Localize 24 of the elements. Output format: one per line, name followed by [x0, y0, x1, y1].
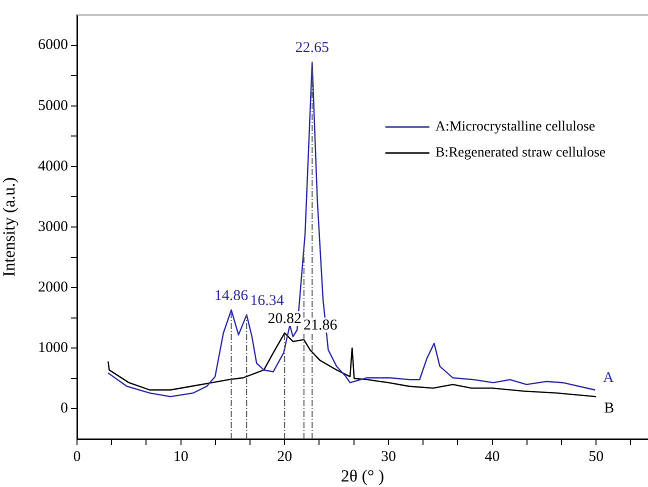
x-tick-label: 40	[484, 448, 500, 465]
y-tick-label: 2000	[38, 280, 68, 296]
y-tick-label: 3000	[38, 218, 68, 235]
y-tick-label: 4000	[38, 158, 68, 174]
annotation: B	[604, 400, 614, 417]
x-axis-title: 2θ (° )	[340, 466, 384, 486]
x-tick-label: 20	[277, 448, 292, 465]
y-axis-title: Intensity (a.u.)	[0, 177, 19, 277]
annotation: 22.65	[295, 40, 330, 56]
legend-label: B:Regenerated straw cellulose	[435, 146, 606, 161]
annotation: 14.86	[214, 288, 249, 304]
annotation: 21.86	[304, 318, 338, 334]
x-tick-label: 0	[73, 448, 81, 465]
y-tick-label: 0	[60, 400, 68, 417]
x-tick-label: 50	[588, 448, 604, 465]
annotation: A	[603, 370, 614, 386]
x-tick-label: 10	[173, 448, 188, 465]
y-tick-label: 5000	[38, 98, 68, 114]
annotation: 16.34	[250, 292, 284, 309]
y-tick-label: 6000	[38, 37, 68, 54]
legend-label: A:Microcrystalline cellulose	[435, 120, 596, 135]
x-tick-label: 30	[380, 448, 396, 465]
annotation: 20.82	[268, 311, 302, 327]
y-tick-label: 1000	[38, 340, 68, 356]
